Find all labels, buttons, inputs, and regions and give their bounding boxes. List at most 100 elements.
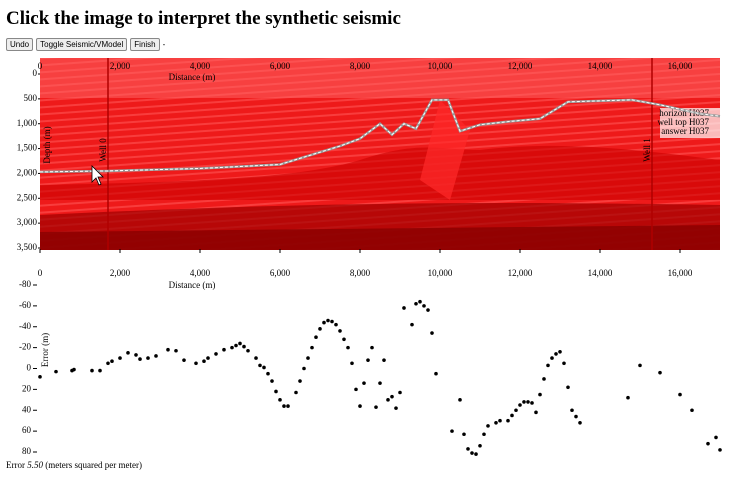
y-tick-label: 2,000 (17, 167, 38, 177)
error-point (542, 377, 546, 381)
cursor (91, 165, 104, 186)
x-tick-label-top: 6,000 (270, 61, 291, 71)
error-point (434, 371, 438, 376)
toolbar: Undo Toggle Seismic/VModel Finish - (6, 38, 165, 51)
error-point (390, 394, 394, 399)
error-point (538, 392, 542, 397)
error-point (482, 432, 486, 437)
y-tick-label: 1,500 (17, 143, 38, 153)
legend-entry: horizon H037 (659, 108, 709, 118)
error-point (370, 345, 374, 350)
error-point (310, 345, 314, 350)
error-point (534, 410, 538, 415)
x-tick-label-bottom: 8,000 (350, 268, 371, 278)
error-point (266, 371, 270, 376)
error-point (154, 354, 158, 358)
x-tick-label-top: 12,000 (508, 61, 533, 71)
error-point (106, 361, 110, 366)
error-point (374, 405, 378, 409)
error-point (382, 358, 386, 362)
error-point (414, 301, 418, 306)
finish-button[interactable]: Finish (130, 38, 160, 51)
x-tick-label-bottom: 12,000 (508, 268, 533, 278)
x-tick-label-top: 0 (38, 61, 43, 71)
well-label: Well 0 (98, 138, 108, 162)
error-point (514, 408, 518, 413)
error-point (282, 404, 286, 408)
error-point (134, 353, 138, 357)
well-label: Well 1 (642, 138, 652, 162)
error-point (690, 408, 694, 413)
undo-button[interactable]: Undo (6, 38, 34, 51)
error-point (430, 331, 434, 335)
error-point (354, 387, 358, 392)
error-point (286, 404, 290, 408)
y-tick-label: 0 (27, 363, 32, 373)
x-tick-label-top: 16,000 (668, 61, 693, 71)
error-point (302, 366, 306, 371)
seismic-image[interactable] (40, 58, 720, 250)
error-point (182, 358, 186, 362)
mid-layer (40, 145, 720, 200)
y-tick-label: 60 (22, 425, 32, 435)
error-point (394, 406, 398, 410)
error-point (166, 347, 170, 352)
y-tick-label: 3,500 (17, 242, 38, 252)
error-point (550, 356, 554, 360)
x-tick-label-bottom: 14,000 (588, 268, 613, 278)
error-point (246, 348, 250, 353)
error-point (72, 367, 76, 372)
error-point (174, 348, 178, 353)
error-point (118, 356, 122, 360)
x-tick-label-top: 14,000 (588, 61, 613, 71)
error-point (38, 375, 42, 379)
error-point (718, 448, 722, 452)
error-point (410, 322, 414, 327)
error-point (294, 390, 298, 395)
status: - (162, 40, 166, 49)
y-tick-label: -80 (19, 279, 31, 289)
error-point (146, 356, 150, 360)
error-point (242, 344, 246, 349)
error-point (402, 306, 406, 310)
error-point (126, 351, 130, 355)
error-point (298, 379, 302, 383)
error-point (562, 361, 566, 366)
error-point (222, 347, 226, 352)
error-point (398, 390, 402, 395)
y-tick-label: 40 (22, 404, 32, 414)
x-tick-label-bottom: 16,000 (668, 268, 693, 278)
y-tick-label: -60 (19, 300, 31, 310)
horizon-highlight (39, 99, 721, 173)
error-point (638, 363, 642, 368)
error-point (546, 363, 550, 368)
y-tick-label: -20 (19, 342, 31, 352)
error-point (558, 350, 562, 354)
error-point (318, 327, 322, 331)
x-tick-label-bottom: 4,000 (190, 268, 211, 278)
error-point (206, 356, 210, 360)
error-point (230, 345, 234, 350)
y-axis-label: Error (m) (40, 333, 50, 367)
error-point (338, 329, 342, 333)
error-point (426, 308, 430, 312)
error-point (386, 398, 390, 402)
error-point (458, 398, 462, 402)
y-tick-label: -40 (19, 321, 31, 331)
error-point (706, 441, 710, 446)
error-point (510, 413, 514, 418)
error-point (506, 418, 510, 423)
x-tick-label-top: 4,000 (190, 61, 211, 71)
x-tick-label-bottom: 0 (38, 268, 43, 278)
toggle-button[interactable]: Toggle Seismic/VModel (36, 38, 128, 51)
footer-value: 5.50 (27, 460, 43, 470)
error-point (334, 322, 338, 327)
x-axis-label: Distance (m) (169, 280, 216, 290)
error-point (350, 361, 354, 366)
error-point (270, 379, 274, 383)
y-tick-label: 1,000 (17, 118, 38, 128)
error-point (254, 356, 258, 360)
footer: Error 5.50 (meters squared per meter) (6, 460, 142, 470)
x-axis-label: Distance (m) (169, 72, 216, 82)
